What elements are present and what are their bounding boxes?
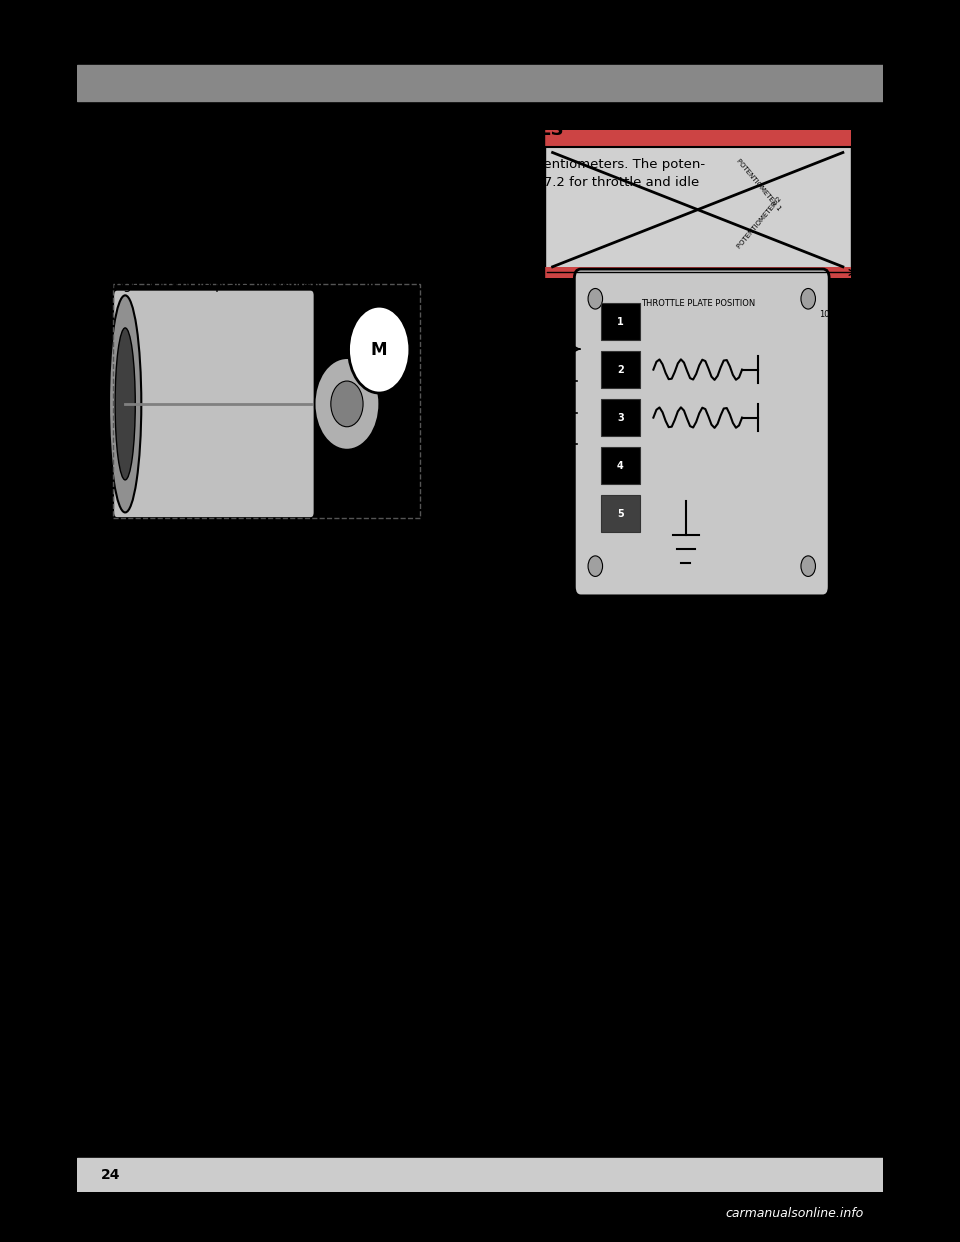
FancyBboxPatch shape — [113, 289, 315, 518]
Text: -: - — [145, 805, 150, 818]
Text: 5: 5 — [617, 508, 624, 519]
Circle shape — [348, 307, 410, 392]
Bar — [601, 351, 639, 388]
Text: 4.5V: 4.5V — [496, 150, 515, 159]
Ellipse shape — [115, 328, 135, 479]
Text: If plausibility errors are detected between Pot 1 and Pot 2, ME 7.2 will calcula: If plausibility errors are detected betw… — [133, 656, 732, 704]
Bar — [544, 129, 851, 278]
Text: 0V: 0V — [513, 267, 523, 276]
Text: POT 1 SIGNAL: POT 1 SIGNAL — [510, 332, 573, 342]
Text: 3: 3 — [617, 412, 624, 422]
Circle shape — [801, 288, 815, 309]
Text: 24: 24 — [101, 1169, 121, 1182]
Text: 1: 1 — [617, 317, 624, 327]
FancyBboxPatch shape — [574, 270, 829, 596]
Text: carmanualsonline.info: carmanualsonline.info — [726, 1207, 864, 1220]
Text: 2: 2 — [617, 365, 624, 375]
Text: MOTOR
CONTROL: MOTOR CONTROL — [349, 214, 409, 235]
Circle shape — [588, 556, 603, 576]
Text: If faults are detected the EDK motor is switched off and fuel injection cut off : If faults are detected the EDK motor is … — [133, 1017, 718, 1067]
Text: GROUND: GROUND — [533, 427, 573, 436]
Text: M: M — [371, 340, 388, 359]
Bar — [544, 267, 851, 278]
Text: POTENTIOMETER 1: POTENTIOMETER 1 — [735, 158, 782, 212]
Text: ELECTRIC THROTTLE
VALVE (EDK): ELECTRIC THROTTLE VALVE (EDK) — [109, 542, 252, 569]
Bar — [77, 1158, 883, 1192]
Text: SIGNAL VOLTAGE WITHIN THE
RED ZONES NOT PLAUSIBLE: SIGNAL VOLTAGE WITHIN THE RED ZONES NOT … — [855, 124, 960, 143]
Bar — [601, 400, 639, 436]
Bar — [601, 447, 639, 484]
Text: THROTTLE PLATE POSITION: THROTTLE PLATE POSITION — [640, 299, 755, 308]
Text: The ME 7.2 uses the air mass signalling as a “virtual potentiometer” (pot 3) for: The ME 7.2 uses the air mass signalling … — [170, 743, 710, 773]
Text: 5V: 5V — [500, 135, 511, 144]
Text: POT 2 SIGNAL: POT 2 SIGNAL — [511, 364, 573, 373]
Circle shape — [588, 288, 603, 309]
Circle shape — [331, 381, 363, 427]
Text: Potentiometer signal 1 is the primary signal, Potentiometer sig-: Potentiometer signal 1 is the primary si… — [101, 229, 525, 242]
Text: The EDK throttle plate position is monitored by two integrated potentiometers. T: The EDK throttle plate position is monit… — [101, 158, 705, 207]
Bar — [601, 303, 639, 340]
Circle shape — [315, 358, 379, 450]
Text: POTENTIOMETER 2: POTENTIOMETER 2 — [735, 196, 782, 250]
Text: The EDK is continuously monitored during all phases of engine operation.  It is : The EDK is continuously monitored during… — [133, 908, 714, 975]
Bar — [601, 496, 639, 532]
Text: 100%: 100% — [819, 310, 843, 319]
Text: EDK FEEDBACK
SIGNAL MONITORING & FAILSAFE OPERATION:: EDK FEEDBACK SIGNAL MONITORING & FAILSAF… — [101, 600, 445, 632]
Circle shape — [801, 556, 815, 576]
Text: If ME 7.2 cannot calculate a plausible conclusion from the monitored pots (1 or : If ME 7.2 cannot calculate a plausible c… — [170, 805, 719, 854]
Text: 4: 4 — [617, 461, 624, 471]
Text: •: • — [103, 908, 113, 925]
Text: range of throttle plate movement.: range of throttle plate movement. — [101, 279, 329, 292]
Text: POT  POWER: POT POWER — [516, 396, 573, 405]
Text: •: • — [103, 656, 113, 673]
Text: 0.5V: 0.5V — [496, 253, 515, 262]
Bar — [77, 65, 883, 101]
Text: 0: 0 — [548, 310, 554, 319]
Text: nal 2 is used as a plausibility cross-check through the total: nal 2 is used as a plausibility cross-ch… — [101, 255, 494, 267]
Text: EDK THROTTLE POSITION FEEDBACK SIGNALS: EDK THROTTLE POSITION FEEDBACK SIGNALS — [101, 120, 564, 139]
Text: -: - — [145, 743, 150, 756]
Ellipse shape — [109, 296, 141, 513]
Bar — [544, 129, 851, 147]
Bar — [113, 284, 420, 518]
